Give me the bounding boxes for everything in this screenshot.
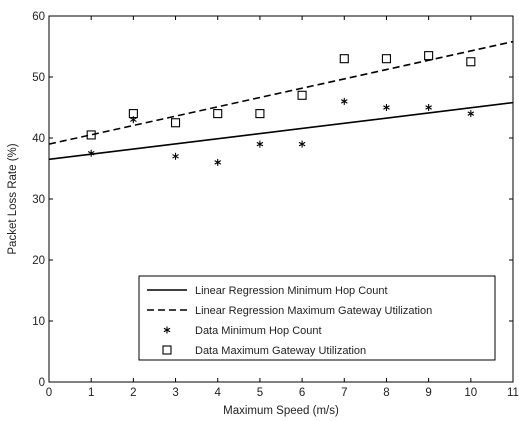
data-point-asterisk bbox=[425, 104, 432, 111]
data-point-square bbox=[381, 54, 392, 64]
data-point-asterisk bbox=[340, 97, 348, 105]
x-tick-label: 2 bbox=[130, 387, 136, 399]
data-point-asterisk bbox=[214, 158, 222, 166]
data-point-asterisk bbox=[172, 152, 179, 160]
y-tick-label: 60 bbox=[32, 11, 45, 23]
x-tick-label: 3 bbox=[172, 387, 178, 399]
x-tick-label: 6 bbox=[299, 387, 305, 399]
y-axis-label: Packet Loss Rate (%) bbox=[7, 143, 19, 254]
data-point-asterisk bbox=[467, 110, 475, 118]
data-point-asterisk bbox=[256, 140, 264, 148]
y-tick-label: 20 bbox=[32, 255, 45, 267]
x-tick-label: 7 bbox=[341, 387, 347, 399]
legend-label: Data Minimum Hop Count bbox=[195, 325, 322, 337]
data-point-square bbox=[297, 90, 307, 100]
series-line-2 bbox=[48, 40, 514, 145]
legend-swatch-asterisk bbox=[163, 326, 171, 334]
y-tick-label: 10 bbox=[32, 316, 45, 328]
plot-area bbox=[48, 40, 514, 166]
axes: 0 1 2 3 4 5 6 7 8 9 10 11 0 10 20 30 40 50 60 bbox=[32, 11, 519, 399]
legend-label: Linear Regression Minimum Hop Count bbox=[195, 285, 388, 297]
data-point-square bbox=[213, 109, 223, 119]
data-point-asterisk bbox=[298, 140, 306, 148]
legend-label: Data Maximum Gateway Utilization bbox=[195, 345, 366, 357]
x-tick-label: 4 bbox=[215, 387, 222, 399]
data-point-square bbox=[86, 130, 96, 140]
x-tick-label: 5 bbox=[257, 387, 263, 399]
x-tick-label: 0 bbox=[46, 387, 52, 399]
x-tick-label: 1 bbox=[88, 387, 94, 399]
data-point-asterisk bbox=[383, 104, 390, 111]
data-point-square bbox=[170, 118, 181, 128]
legend-box bbox=[138, 275, 496, 361]
x-tick-label: 9 bbox=[425, 387, 431, 399]
y-tick-label: 40 bbox=[32, 133, 45, 145]
data-point-square bbox=[128, 109, 138, 119]
y-tick-label: 30 bbox=[32, 194, 45, 206]
x-tick-label: 11 bbox=[507, 387, 519, 399]
data-point-square bbox=[424, 51, 434, 61]
legend-swatch-square bbox=[162, 345, 172, 355]
legend: Linear Regression Minimum Hop Count Linea… bbox=[138, 275, 496, 361]
x-axis-label: Maximum Speed (m/s) bbox=[223, 405, 339, 417]
data-point-square bbox=[339, 54, 349, 64]
data-point-square bbox=[466, 57, 476, 67]
data-point-square bbox=[255, 109, 265, 119]
x-tick-label: 8 bbox=[383, 387, 389, 399]
legend-label: Linear Regression Maximum Gateway Utiliz… bbox=[195, 305, 432, 317]
x-tick-label: 10 bbox=[464, 387, 477, 399]
y-tick-label: 50 bbox=[32, 72, 45, 84]
series-line-1 bbox=[48, 101, 514, 161]
data-point-asterisk bbox=[87, 149, 95, 157]
y-tick-label: 0 bbox=[39, 377, 45, 389]
